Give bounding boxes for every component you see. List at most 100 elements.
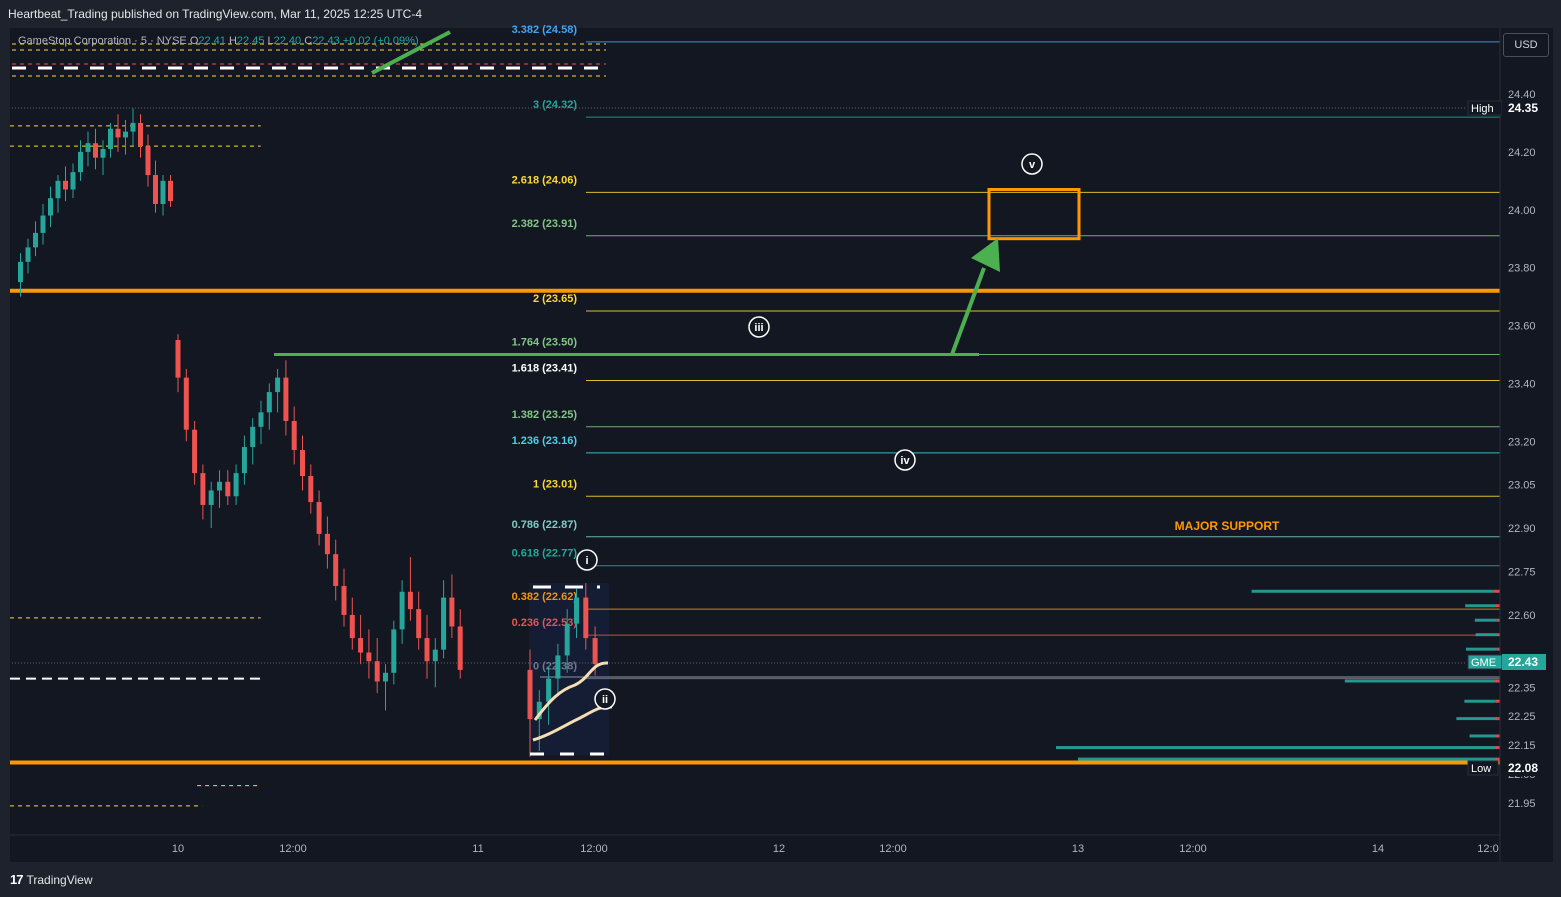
candle-body [241,447,247,474]
legend-open-label: O [189,35,199,47]
volume-profile-down-bar [1497,633,1500,637]
candle-body [391,629,397,673]
price-tick-label: 22.75 [1508,567,1536,579]
fib-level-label: 2.382 (23.91) [512,218,578,230]
tradingview-logo[interactable]: 17 TradingView [10,872,93,887]
candle-body [407,591,413,610]
candle-body [564,623,570,656]
tradingview-logo-text: TradingView [26,872,93,887]
candle-body [266,392,272,413]
volume-profile-up-bar [1456,717,1496,721]
legend-close-value: 22.43 [312,35,340,47]
price-tick-label: 22.15 [1508,740,1536,752]
time-tick-label: 14 [1372,843,1384,855]
candle-body [33,232,38,248]
price-label-value-box [1502,654,1546,670]
candle-body [333,554,339,586]
fib-level-label: 2.618 (24.06) [512,174,578,186]
wave-label-circle[interactable] [748,316,770,338]
time-tick-label: 12:00 [1179,843,1207,855]
legend-symbol: GameStop Corporation · 5 · NYSE [18,35,187,47]
target-box[interactable] [987,188,1081,241]
price-tick-label: 23.80 [1508,263,1536,275]
price-tick-label: 21.95 [1508,798,1536,810]
candle-body [399,591,405,630]
fib-level-label: 0.382 (22.62) [512,591,578,603]
price-tick-label: 23.40 [1508,378,1536,390]
fib-level-label: 3 (24.32) [533,99,577,111]
candle-body [275,377,281,393]
price-label-value: 22.08 [1508,761,1538,775]
price-label-value: 22.43 [1508,655,1538,669]
candle-body [25,247,31,262]
volume-profile-down-bar [1493,589,1500,593]
price-label-value: 24.35 [1508,101,1538,115]
wave-label-circle[interactable] [594,688,616,710]
legend-close-label: C [304,35,313,47]
volume-profile-up-bar [1474,618,1497,622]
footer [0,866,1561,897]
tradingview-logo-icon: 17 [10,872,24,887]
volume-profile-up-bar [1056,746,1496,750]
candle-body [432,649,438,662]
candle-body [138,122,143,147]
fib-level-label: 1.382 (23.25) [512,409,578,421]
symbol-legend[interactable]: GameStop Corporation · 5 · NYSE O22.41 H… [18,35,419,47]
major-support-annotation[interactable]: MAJOR SUPPORT [1175,519,1280,533]
candle-body [555,655,561,679]
price-tick-label: 22.35 [1508,682,1536,694]
volume-profile-down-bar [1496,618,1500,622]
volume-profile-down-bar [1496,746,1500,750]
candle-body [85,143,91,152]
wave-label-text: ii [602,694,608,706]
volume-profile-down-bar [1496,604,1500,608]
legend-change: +0.02 (+0.09%) [342,35,419,47]
volume-profile-up-bar [1465,604,1496,608]
price-axis-background [1500,28,1553,862]
candle-body [341,585,347,615]
candle-body [441,597,447,650]
wave-label-circle[interactable] [1021,153,1043,175]
currency-button[interactable]: USD [1503,33,1549,57]
legend-open-value: 22.41 [198,35,226,47]
candle-body [225,481,231,497]
candle-body [583,597,589,639]
time-tick-label: 12:0 [1477,843,1498,855]
volume-profile-up-bar [1475,633,1498,637]
candle-body [283,377,289,422]
price-tick-label: 24.20 [1508,147,1536,159]
price-tick-label: 23.05 [1508,480,1536,492]
wave-label-text: iii [754,322,763,334]
wave-label-text: v [1029,159,1036,171]
candle-body [316,502,322,534]
price-tick-label: 23.20 [1508,436,1536,448]
publisher-bar: Heartbeat_Trading published on TradingVi… [0,0,1561,28]
candle-body [258,412,264,427]
candle-body [324,533,330,555]
candle-body [424,638,430,662]
price-tick-label: 22.90 [1508,523,1536,535]
fib-level-label: 0.236 (22.53) [512,617,578,629]
time-tick-label: 12:00 [879,843,907,855]
candle-body [233,473,239,497]
candle-body [55,180,61,199]
volume-profile-up-bar [1344,679,1495,683]
wave-label-circle[interactable] [894,449,916,471]
time-tick-label: 12:00 [580,843,608,855]
price-label-tag-text: Low [1471,763,1491,775]
candle-body [115,128,121,138]
candle-body [200,473,206,505]
candle-body [192,429,198,474]
candle-body [100,148,106,158]
wave-label-circle[interactable] [576,549,598,571]
candle-body [48,198,53,216]
time-tick-label: 12:00 [279,843,307,855]
candle-body [383,672,388,682]
candle-body [160,180,166,204]
fib-level-label: 1.618 (23.41) [512,363,578,375]
candle-body [108,128,113,149]
candle-body [536,701,542,720]
fib-level-label: 3.382 (24.58) [512,24,578,36]
legend-low-value: 22.40 [273,35,302,47]
